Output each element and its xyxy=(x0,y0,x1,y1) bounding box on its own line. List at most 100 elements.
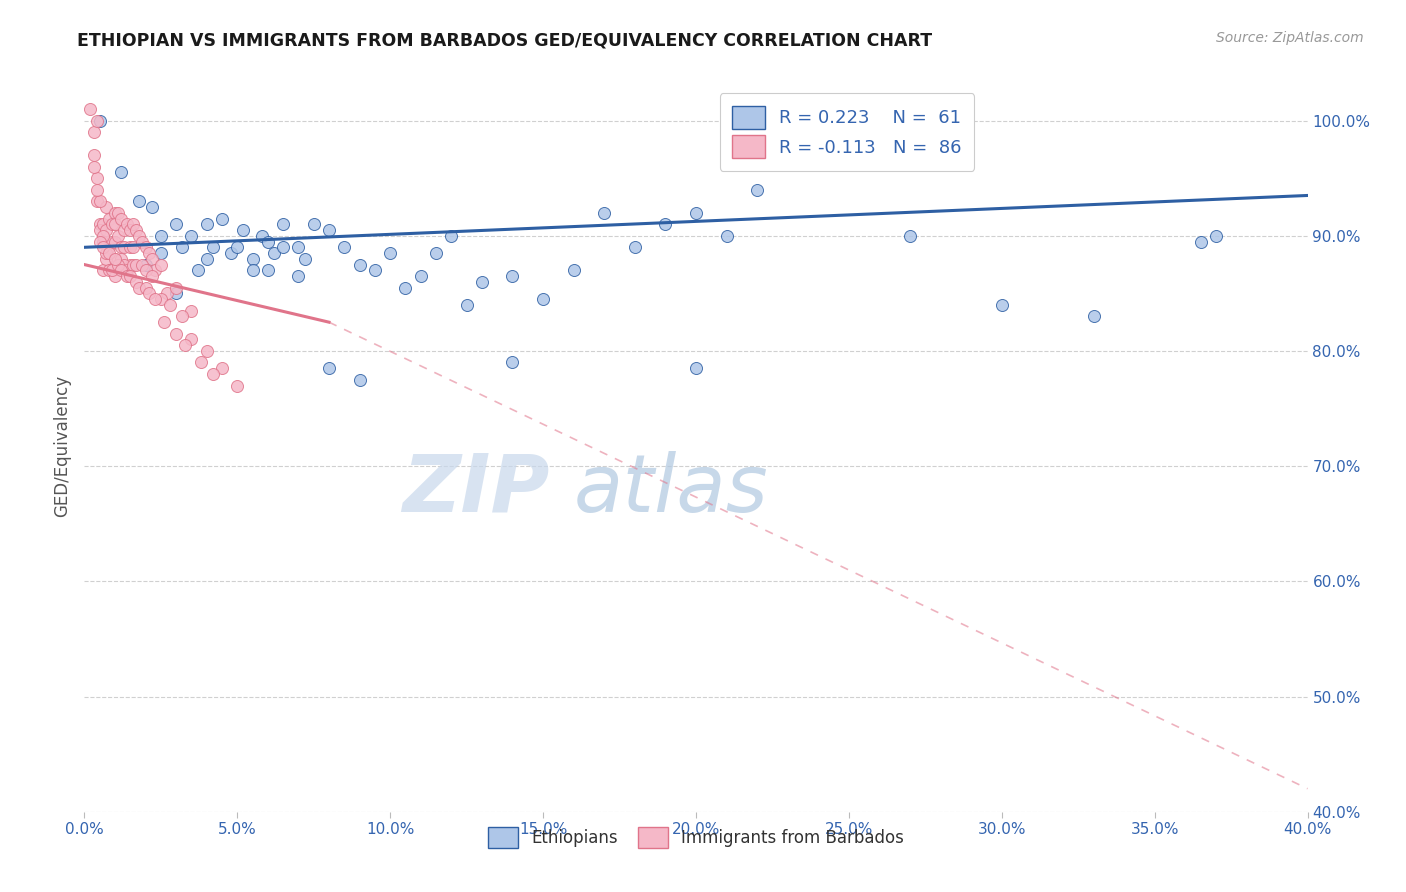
Point xyxy=(91,263,114,277)
Point xyxy=(425,246,447,260)
Point xyxy=(91,235,114,249)
Point xyxy=(86,194,108,209)
Point xyxy=(120,258,142,272)
Point xyxy=(271,217,294,231)
Point xyxy=(226,240,249,254)
Point xyxy=(120,223,142,237)
Point xyxy=(349,258,371,272)
Point xyxy=(110,263,132,277)
Point xyxy=(107,258,129,272)
Point xyxy=(104,235,127,249)
Point xyxy=(165,286,187,301)
Point xyxy=(104,252,127,266)
Point xyxy=(250,228,273,243)
Point xyxy=(91,240,114,254)
Point xyxy=(97,211,120,226)
Point xyxy=(149,258,172,272)
Point xyxy=(153,315,176,329)
Point xyxy=(838,102,860,116)
Point xyxy=(349,373,371,387)
Point xyxy=(89,217,111,231)
Point xyxy=(195,217,218,231)
Point xyxy=(128,280,150,294)
Text: Source: ZipAtlas.com: Source: ZipAtlas.com xyxy=(1216,31,1364,45)
Point xyxy=(125,223,148,237)
Point xyxy=(287,240,309,254)
Point xyxy=(86,183,108,197)
Point xyxy=(502,355,524,369)
Point xyxy=(125,275,148,289)
Point xyxy=(195,343,218,358)
Point xyxy=(138,286,160,301)
Point xyxy=(89,223,111,237)
Point xyxy=(120,240,142,254)
Point xyxy=(257,263,280,277)
Point xyxy=(242,263,264,277)
Point xyxy=(97,240,120,254)
Point xyxy=(135,280,157,294)
Point xyxy=(91,217,114,231)
Point xyxy=(122,240,145,254)
Point xyxy=(685,206,707,220)
Point xyxy=(112,258,135,272)
Point xyxy=(180,303,202,318)
Text: ZIP: ZIP xyxy=(402,450,550,529)
Point xyxy=(122,258,145,272)
Point xyxy=(201,240,224,254)
Point xyxy=(141,269,163,284)
Point xyxy=(149,228,172,243)
Point xyxy=(141,200,163,214)
Point xyxy=(211,211,233,226)
Point xyxy=(104,206,127,220)
Point xyxy=(502,269,524,284)
Point xyxy=(128,228,150,243)
Point xyxy=(1189,235,1212,249)
Point xyxy=(380,246,402,260)
Y-axis label: GED/Equivalency: GED/Equivalency xyxy=(53,375,72,517)
Point xyxy=(186,263,208,277)
Point xyxy=(120,269,142,284)
Point xyxy=(86,113,108,128)
Point xyxy=(83,125,105,139)
Point xyxy=(91,228,114,243)
Point xyxy=(294,252,316,266)
Point xyxy=(89,194,111,209)
Point xyxy=(654,217,676,231)
Point xyxy=(122,217,145,231)
Point xyxy=(135,258,157,272)
Point xyxy=(318,361,340,376)
Point xyxy=(83,160,105,174)
Point xyxy=(263,246,285,260)
Point xyxy=(138,246,160,260)
Point xyxy=(131,258,153,272)
Point xyxy=(318,223,340,237)
Point xyxy=(409,269,432,284)
Point xyxy=(128,194,150,209)
Point xyxy=(271,240,294,254)
Point xyxy=(440,228,463,243)
Point xyxy=(110,211,132,226)
Point xyxy=(257,235,280,249)
Point xyxy=(107,206,129,220)
Point xyxy=(143,292,166,306)
Point xyxy=(287,269,309,284)
Point xyxy=(149,246,172,260)
Point xyxy=(456,298,478,312)
Point xyxy=(747,183,769,197)
Point xyxy=(1205,228,1227,243)
Point xyxy=(1083,310,1105,324)
Point xyxy=(97,263,120,277)
Point xyxy=(172,240,194,254)
Point xyxy=(211,361,233,376)
Point xyxy=(89,235,111,249)
Point xyxy=(201,367,224,381)
Point xyxy=(471,275,494,289)
Point xyxy=(112,240,135,254)
Point xyxy=(89,113,111,128)
Point xyxy=(115,217,138,231)
Point xyxy=(394,280,416,294)
Point xyxy=(593,206,616,220)
Point xyxy=(156,286,179,301)
Point xyxy=(159,298,181,312)
Text: ETHIOPIAN VS IMMIGRANTS FROM BARBADOS GED/EQUIVALENCY CORRELATION CHART: ETHIOPIAN VS IMMIGRANTS FROM BARBADOS GE… xyxy=(77,31,932,49)
